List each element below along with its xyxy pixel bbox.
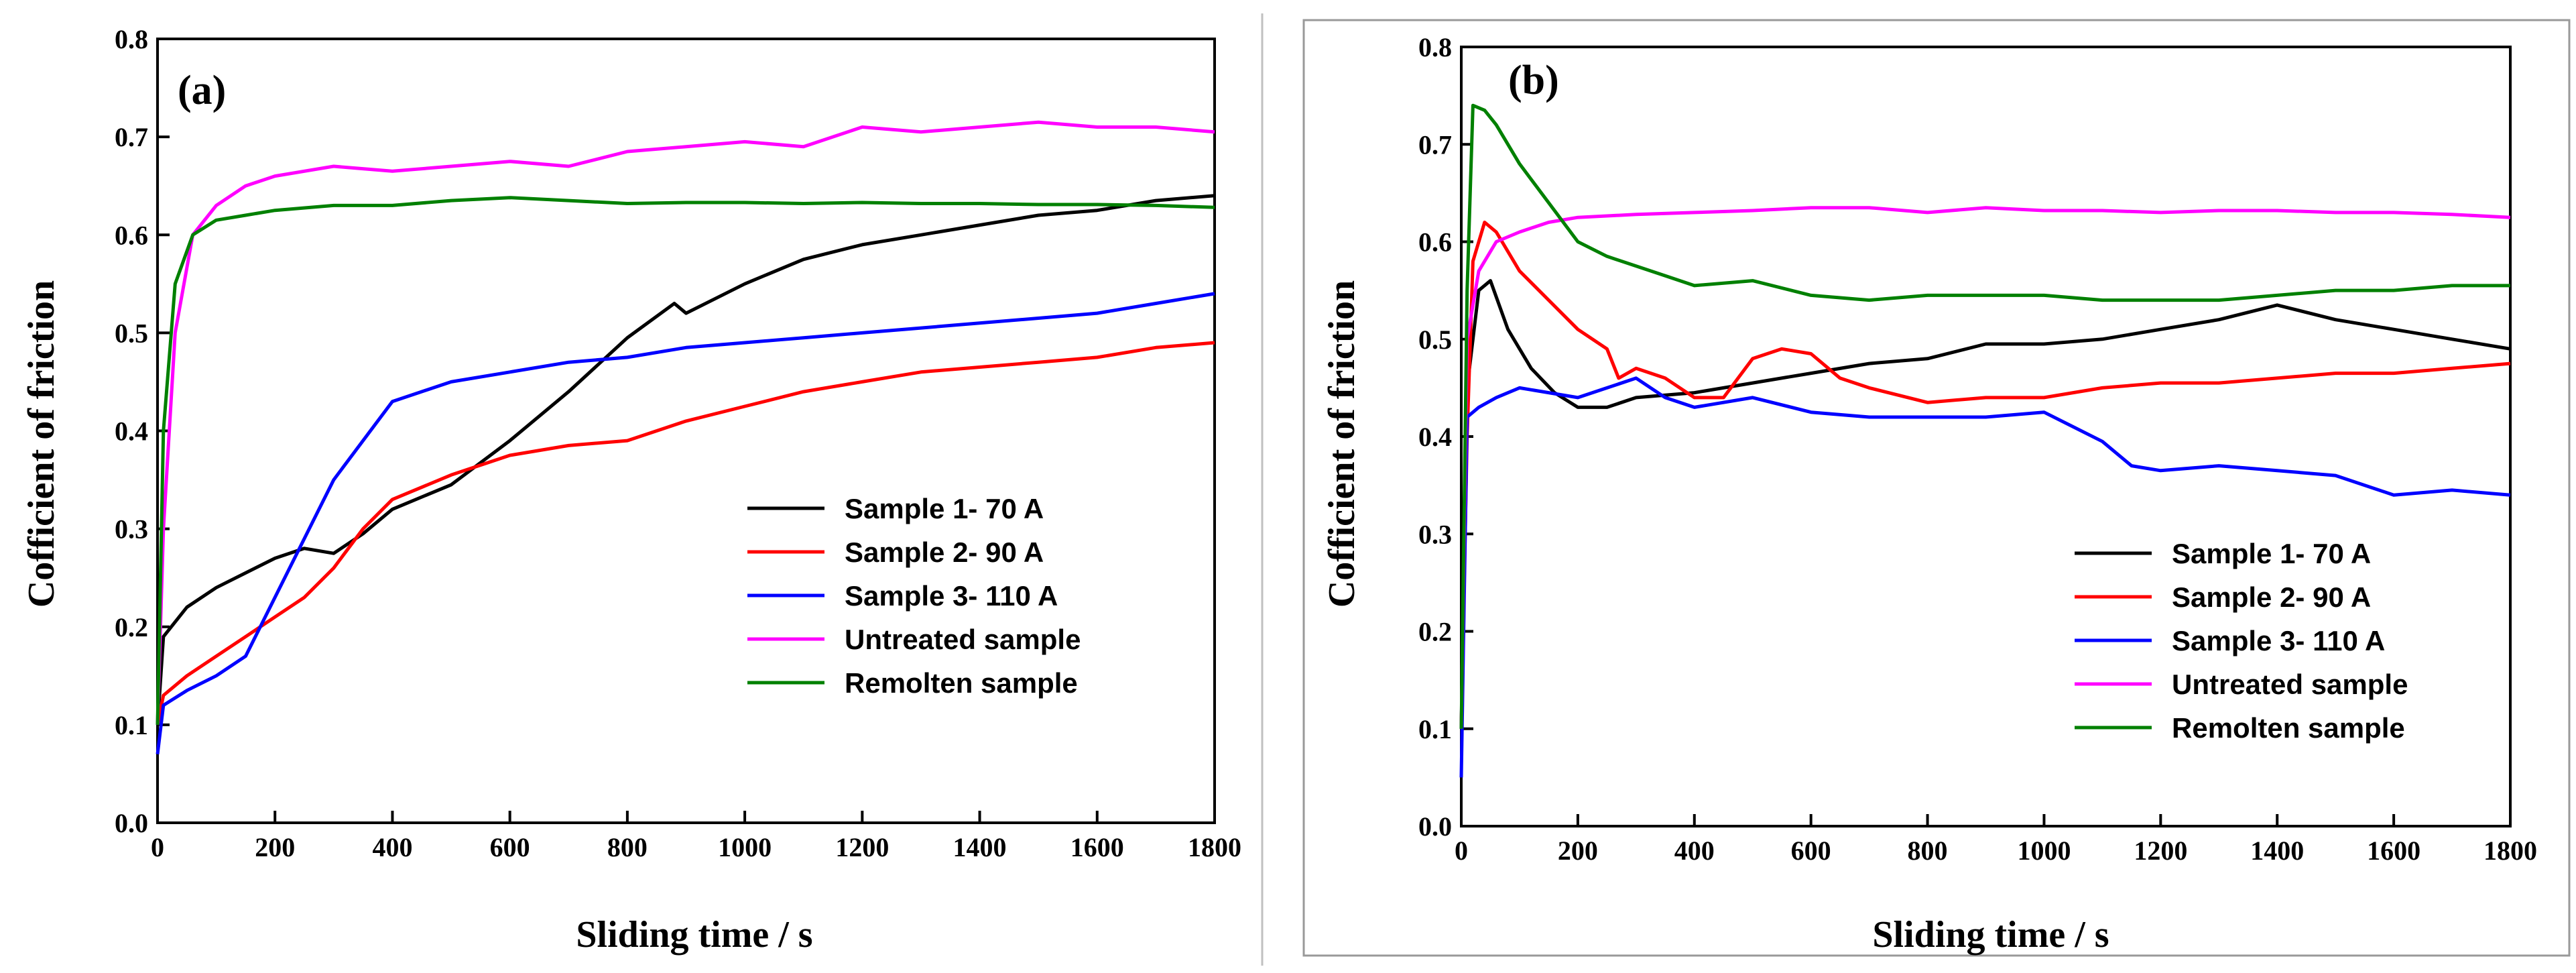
x-tick-label: 800: [607, 832, 648, 862]
x-tick-label: 1600: [2367, 836, 2420, 866]
x-tick-label: 400: [372, 832, 412, 862]
x-tick-label: 0: [151, 832, 164, 862]
series-line-sample-2-90-a: [1459, 221, 2511, 729]
series-line-remolten-sample: [156, 196, 1215, 725]
y-tick-label: 0.1: [1418, 714, 1452, 744]
y-tick-label: 0.8: [115, 24, 148, 54]
legend-entry: Sample 3- 110 A: [845, 580, 1058, 612]
y-tick-label: 0.6: [115, 220, 148, 250]
y-tick-label: 0.5: [115, 318, 148, 348]
panel-label: (b): [1508, 58, 1559, 103]
y-tick-label: 0.2: [115, 612, 148, 642]
series-line-sample-3-110-a: [1459, 376, 2511, 778]
y-tick-label: 0.6: [1418, 227, 1452, 257]
y-tick-label: 0.0: [115, 808, 148, 838]
x-tick-label: 400: [1674, 836, 1715, 866]
x-axis-label: Sliding time / s: [1872, 914, 2109, 956]
legend-entry: Sample 1- 70 A: [845, 493, 1044, 524]
y-tick-label: 0.3: [115, 514, 148, 545]
y-tick-label: 0.4: [115, 416, 148, 447]
x-tick-label: 1800: [2483, 836, 2537, 866]
x-tick-label: 800: [1908, 836, 1948, 866]
y-tick-label: 0.7: [1418, 129, 1452, 160]
chart-panel-a: Cofficient of friction Sliding time / s …: [21, 24, 1241, 956]
x-tick-label: 0: [1455, 836, 1468, 866]
series-line-untreated-sample: [156, 120, 1215, 725]
x-tick-label: 600: [1791, 836, 1831, 866]
y-tick-label: 0.7: [115, 122, 148, 152]
y-tick-label: 0.3: [1418, 519, 1452, 549]
series-line-sample-2-90-a: [156, 341, 1215, 726]
x-tick-label: 1200: [835, 832, 889, 862]
x-tick-label: 1400: [953, 832, 1007, 862]
y-axis-label: Cofficient of friction: [21, 280, 62, 608]
x-axis-label: Sliding time / s: [576, 914, 812, 956]
legend-entry: Untreated sample: [845, 624, 1081, 655]
x-tick-label: 200: [1558, 836, 1598, 866]
series-line-sample-3-110-a: [156, 292, 1215, 754]
y-tick-label: 0.0: [1418, 811, 1452, 842]
x-tick-label: 1000: [2017, 836, 2071, 866]
series-line-untreated-sample: [1459, 206, 2511, 729]
y-tick-label: 0.2: [1418, 617, 1452, 647]
panel-b-frame: [1302, 19, 2571, 957]
x-tick-label: 1000: [718, 832, 772, 862]
legend-entry: Remolten sample: [2172, 712, 2405, 744]
legend-entry: Sample 2- 90 A: [845, 536, 1044, 568]
legend-entry: Sample 3- 110 A: [2172, 625, 2385, 656]
y-tick-label: 0.5: [1418, 325, 1452, 355]
series-line-remolten-sample: [1459, 103, 2510, 729]
y-axis-label: Cofficient of friction: [1321, 280, 1363, 608]
x-tick-label: 1600: [1070, 832, 1124, 862]
x-tick-label: 600: [490, 832, 530, 862]
series-line-sample-1-70-a: [156, 194, 1215, 726]
x-tick-label: 200: [255, 832, 295, 862]
series-line-sample-1-70-a: [1459, 279, 2511, 729]
x-tick-label: 1800: [1188, 832, 1241, 862]
x-tick-label: 1400: [2250, 836, 2304, 866]
legend-entry: Remolten sample: [845, 667, 1078, 699]
panel-label: (a): [178, 68, 226, 113]
y-tick-label: 0.8: [1418, 32, 1452, 62]
chart-panel-b: Cofficient of friction Sliding time / s …: [1321, 32, 2537, 956]
x-tick-label: 1200: [2134, 836, 2187, 866]
legend-entry: Untreated sample: [2172, 669, 2408, 700]
legend-entry: Sample 1- 70 A: [2172, 538, 2371, 569]
y-tick-label: 0.4: [1418, 422, 1452, 452]
y-tick-label: 0.1: [115, 710, 148, 740]
legend-entry: Sample 2- 90 A: [2172, 581, 2371, 613]
